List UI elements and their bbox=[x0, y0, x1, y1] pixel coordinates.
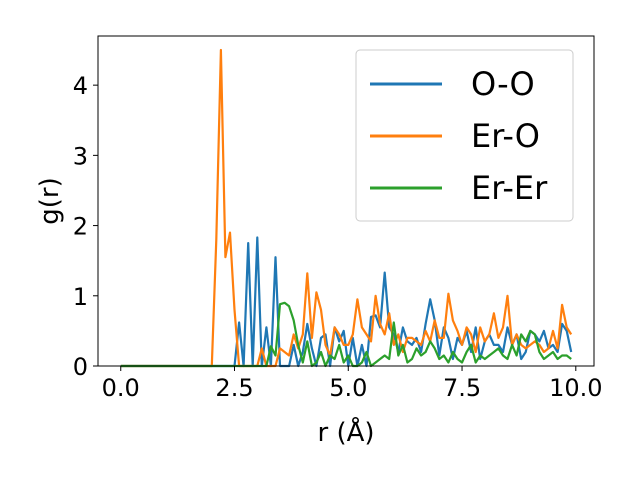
y-tick-label: 1 bbox=[73, 283, 88, 311]
plot-frame bbox=[97, 35, 595, 367]
y-axis: 0 1 2 3 4 bbox=[73, 72, 98, 381]
y-tick-label: 2 bbox=[73, 213, 88, 241]
x-tick-label: 7.5 bbox=[443, 374, 481, 402]
x-tick-label: 5.0 bbox=[329, 374, 367, 402]
y-tick-label: 4 bbox=[73, 72, 88, 100]
x-tick-label: 0.0 bbox=[102, 374, 140, 402]
x-tick-label: 2.5 bbox=[215, 374, 253, 402]
legend-label-er-er: Er-Er bbox=[471, 169, 548, 207]
legend: O-O Er-O Er-Er bbox=[355, 49, 574, 222]
legend-box bbox=[355, 49, 574, 222]
x-axis: 0.0 2.5 5.0 7.5 10.0 bbox=[102, 366, 603, 402]
legend-label-o-o: O-O bbox=[471, 65, 535, 103]
y-tick-label: 0 bbox=[73, 353, 88, 381]
y-axis-label: g(r) bbox=[35, 177, 65, 224]
series-line-o-o bbox=[120, 236, 573, 368]
legend-label-er-o: Er-O bbox=[471, 117, 540, 155]
y-tick-label: 3 bbox=[73, 142, 88, 170]
series-line-er-er bbox=[120, 301, 572, 368]
x-tick-label: 10.0 bbox=[549, 374, 602, 402]
x-axis-label: r (Å) bbox=[317, 416, 374, 448]
